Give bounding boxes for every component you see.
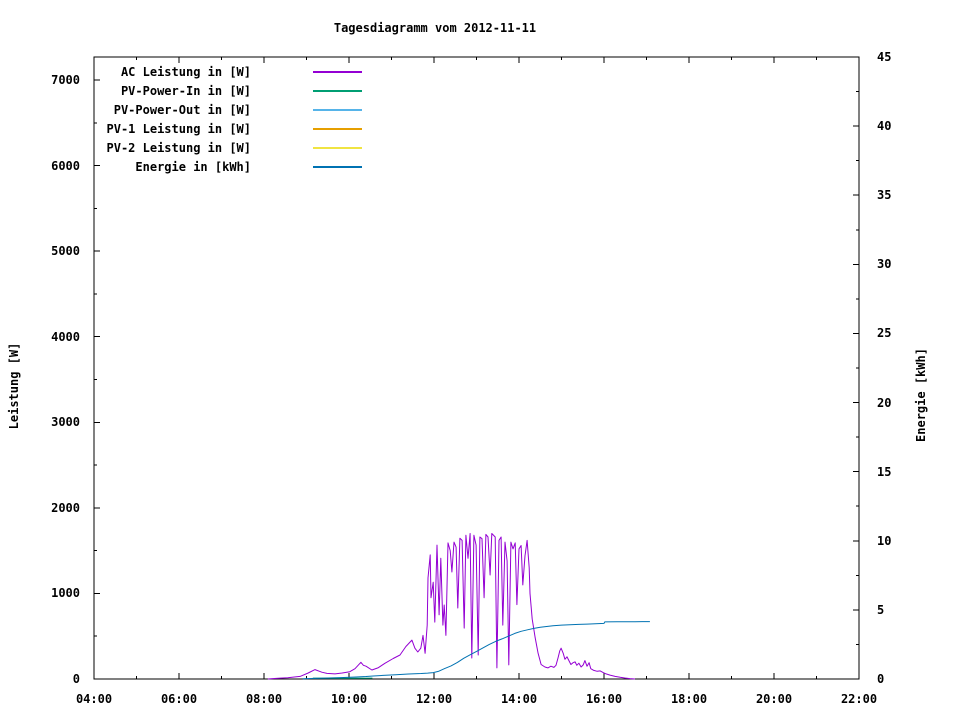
y-right-tick-label: 15 — [877, 465, 892, 479]
y-left-tick-label: 0 — [72, 672, 80, 686]
legend-line-sample — [313, 165, 362, 168]
legend-label: PV-1 Leistung in [W] — [106, 121, 252, 136]
x-tick-label: 14:00 — [500, 692, 538, 706]
legend: AC Leistung in [W] PV-Power-In in [W] PV-P… — [96, 62, 362, 176]
y-right-tick-label: 5 — [877, 603, 885, 617]
legend-item-pv-2-leistung-in-w: PV-2 Leistung in [W] — [96, 138, 362, 157]
y-left-tick-label: 1000 — [51, 586, 80, 600]
y-left-tick-label: 3000 — [51, 415, 80, 429]
y-left-tick-label: 5000 — [51, 244, 80, 258]
y-left-tick-label: 7000 — [51, 73, 80, 87]
legend-item-ac-leistung-in-w: AC Leistung in [W] — [96, 62, 362, 81]
chart-title: Tagesdiagramm vom 2012-11-11 — [333, 21, 537, 35]
x-tick-label: 16:00 — [585, 692, 623, 706]
legend-line-sample — [313, 89, 362, 92]
y-right-tick-label: 45 — [877, 50, 892, 64]
y-right-tick-label: 25 — [877, 326, 892, 340]
series-ac-leistung-in-w-line — [267, 533, 636, 680]
x-tick-label: 06:00 — [160, 692, 198, 706]
y-right-tick-label: 30 — [877, 257, 892, 271]
legend-label: PV-2 Leistung in [W] — [106, 140, 252, 155]
y-right-tick-label: 35 — [877, 188, 892, 202]
legend-item-energie-in-kwh: Energie in [kWh] — [96, 157, 362, 176]
legend-label: Energie in [kWh] — [135, 159, 251, 174]
legend-line-sample — [313, 127, 362, 130]
x-tick-label: 18:00 — [670, 692, 708, 706]
y-left-axis-title: Leistung [W] — [7, 342, 21, 430]
series-energie-in-kwh-line — [302, 621, 650, 680]
legend-item-pv-power-in-in-w: PV-Power-In in [W] — [96, 81, 362, 100]
x-tick-label: 22:00 — [840, 692, 878, 706]
y-right-tick-label: 40 — [877, 119, 892, 133]
legend-label: PV-Power-Out in [W] — [113, 102, 251, 117]
y-left-tick-label: 2000 — [51, 501, 80, 515]
x-tick-label: 08:00 — [245, 692, 283, 706]
y-right-axis-title: Energie [kWh] — [914, 348, 928, 442]
legend-label: AC Leistung in [W] — [120, 64, 251, 79]
legend-line-sample — [313, 70, 362, 73]
legend-line-sample — [313, 146, 362, 149]
x-tick-label: 10:00 — [330, 692, 368, 706]
legend-line-sample — [313, 108, 362, 111]
y-left-tick-label: 4000 — [51, 330, 80, 344]
y-right-tick-label: 10 — [877, 534, 892, 548]
y-left-tick-label: 6000 — [51, 159, 80, 173]
legend-item-pv-power-out-in-w: PV-Power-Out in [W] — [96, 100, 362, 119]
x-tick-label: 04:00 — [75, 692, 113, 706]
x-tick-label: 12:00 — [415, 692, 453, 706]
legend-item-pv-1-leistung-in-w: PV-1 Leistung in [W] — [96, 119, 362, 138]
legend-label: PV-Power-In in [W] — [120, 83, 251, 98]
y-right-tick-label: 20 — [877, 396, 892, 410]
y-right-tick-label: 0 — [877, 672, 885, 686]
x-tick-label: 20:00 — [755, 692, 793, 706]
